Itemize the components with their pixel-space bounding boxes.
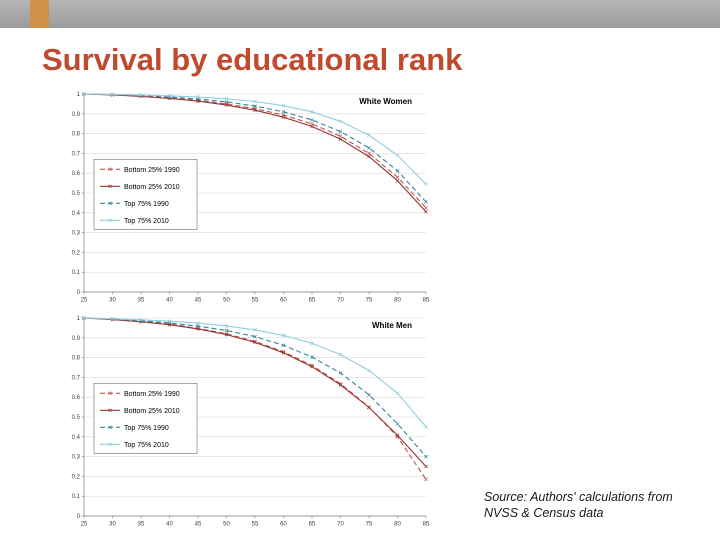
y-tick-label: 0.1 — [72, 494, 81, 500]
y-tick-label: 0.3 — [72, 231, 81, 237]
x-tick-label: 40 — [166, 522, 173, 528]
legend-label: Bottom 25% 2010 — [124, 408, 180, 415]
x-tick-label: 45 — [195, 298, 202, 304]
y-tick-label: 0.4 — [72, 211, 81, 217]
x-tick-label: 60 — [280, 298, 287, 304]
x-tick-label: 80 — [394, 522, 401, 528]
y-tick-label: 0.4 — [72, 435, 81, 441]
legend-label: Bottom 25% 1990 — [124, 167, 180, 174]
y-tick-label: 0.7 — [72, 151, 81, 157]
x-tick-label: 75 — [366, 298, 373, 304]
slide-title: Survival by educational rank — [42, 42, 463, 77]
x-tick-label: 50 — [223, 298, 230, 304]
y-tick-label: 0.9 — [72, 112, 81, 118]
legend-label: Top 75% 1990 — [124, 425, 169, 432]
x-tick-label: 85 — [423, 522, 430, 528]
header-bar — [0, 0, 720, 28]
x-tick-label: 50 — [223, 522, 230, 528]
x-tick-label: 35 — [138, 522, 145, 528]
x-tick-label: 80 — [394, 298, 401, 304]
legend-box — [93, 382, 198, 454]
chart-white-men: 1 0.9 0.8 0.7 0.6 0.5 0.4 0.3 0.2 0.1 0 25 30 35 40 45 5… — [54, 310, 432, 534]
y-tick-label: 0.2 — [72, 250, 81, 256]
legend-label: Bottom 25% 1990 — [124, 391, 180, 398]
x-tick-label: 70 — [337, 298, 344, 304]
y-tick-label: 0.5 — [72, 191, 81, 197]
legend-label: Top 75% 2010 — [124, 218, 169, 225]
x-tick-label: 70 — [337, 522, 344, 528]
chart-title: White Women — [359, 97, 412, 106]
x-tick-label: 55 — [252, 522, 259, 528]
y-tick-label: 1 — [77, 316, 81, 322]
y-tick-label: 0.6 — [72, 395, 81, 401]
x-tick-label: 30 — [109, 298, 116, 304]
source-note: Source: Authors' calculations from NVSS … — [484, 489, 714, 522]
chart-title: White Men — [372, 321, 412, 330]
source-line-2: NVSS & Census data — [484, 506, 604, 521]
legend-label: Top 75% 1990 — [124, 201, 169, 208]
y-tick-label: 0.5 — [72, 415, 81, 421]
y-tick-label: 1 — [77, 92, 81, 98]
y-tick-label: 0.8 — [72, 356, 81, 362]
source-line-1: Source: Authors' calculations from — [484, 490, 673, 504]
y-tick-label: 0 — [77, 290, 81, 296]
accent-square — [30, 0, 49, 28]
x-tick-label: 75 — [366, 522, 373, 528]
legend-label: Bottom 25% 2010 — [124, 184, 180, 191]
legend-label: Top 75% 2010 — [124, 442, 169, 449]
chart-svg: 1 0.9 0.8 0.7 0.6 0.5 0.4 0.3 0.2 0.1 025 30 35 40 45 5… — [72, 92, 430, 304]
chart-white-women: 1 0.9 0.8 0.7 0.6 0.5 0.4 0.3 0.2 0.1 0 25 30 35 40 45 5… — [54, 86, 432, 310]
x-tick-label: 65 — [309, 522, 316, 528]
y-tick-label: 0.2 — [72, 474, 81, 480]
x-tick-label: 25 — [81, 522, 88, 528]
chart-svg: 1 0.9 0.8 0.7 0.6 0.5 0.4 0.3 0.2 0.1 025 30 35 40 45 5… — [72, 316, 430, 528]
y-tick-label: 0.7 — [72, 375, 81, 381]
y-tick-label: 0.9 — [72, 336, 81, 342]
x-tick-label: 30 — [109, 522, 116, 528]
x-tick-label: 35 — [138, 298, 145, 304]
x-tick-label: 45 — [195, 522, 202, 528]
y-tick-label: 0.8 — [72, 132, 81, 138]
y-tick-label: 0.1 — [72, 270, 81, 276]
y-tick-label: 0.6 — [72, 171, 81, 177]
y-tick-label: 0.3 — [72, 455, 81, 461]
x-tick-label: 85 — [423, 298, 430, 304]
x-tick-label: 55 — [252, 298, 259, 304]
x-tick-label: 60 — [280, 522, 287, 528]
x-tick-label: 65 — [309, 298, 316, 304]
x-tick-label: 40 — [166, 298, 173, 304]
legend-box — [93, 158, 198, 230]
x-tick-label: 25 — [81, 298, 88, 304]
y-tick-label: 0 — [77, 514, 81, 520]
